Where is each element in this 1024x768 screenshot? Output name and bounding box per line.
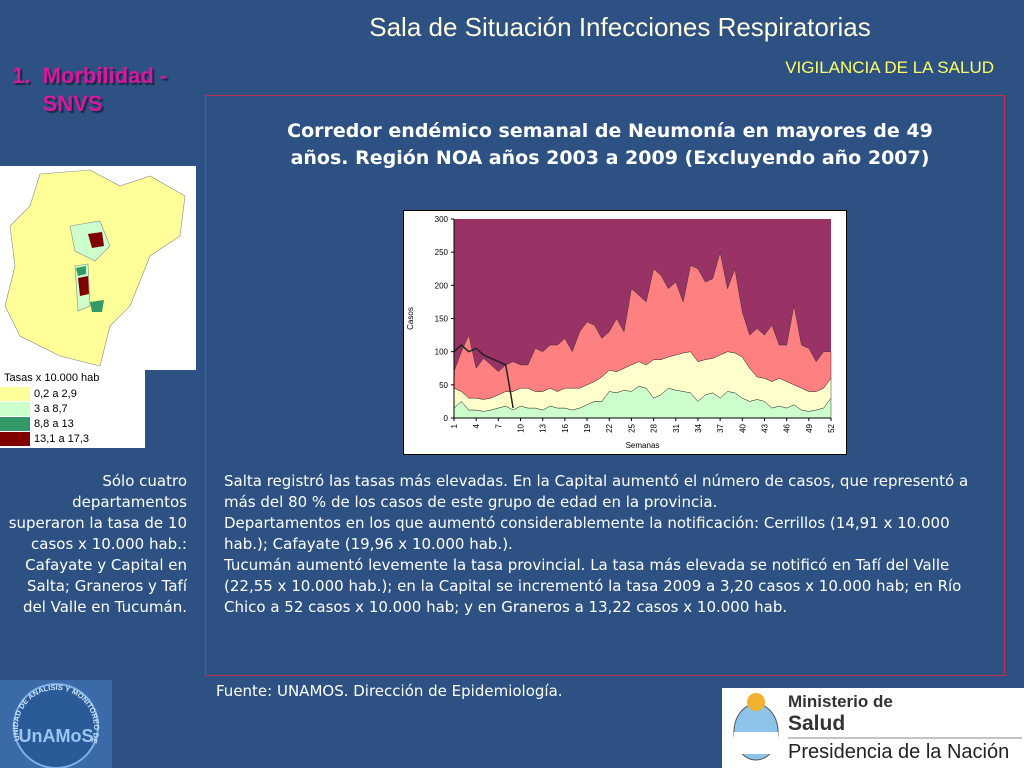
map-region [4, 169, 186, 367]
y-tick-label: 250 [435, 248, 449, 257]
section-number: 1. [12, 63, 31, 88]
y-tick-label: 150 [435, 315, 449, 324]
slide-title: Sala de Situación Infecciones Respirator… [369, 12, 871, 42]
x-tick-label: 43 [760, 423, 769, 432]
map-region [90, 300, 104, 312]
source: Fuente: UNAMOS. Dirección de Epidemiolog… [216, 682, 563, 700]
map-legend: Tasas x 10.000 hab 0,2 a 2,9 3 a 8,7 8,8 a… [0, 370, 145, 448]
area-band [453, 252, 832, 400]
x-tick-label: 10 [517, 423, 526, 432]
left-note: Sólo cuatro departamentos superaron la t… [8, 472, 187, 616]
map-region [78, 276, 89, 296]
logo-line3: Presidencia de la Nación [788, 741, 1009, 763]
legend-swatch [0, 431, 30, 446]
legend-label: 13,1 a 17,3 [34, 432, 90, 445]
x-tick-label: 25 [627, 423, 636, 432]
x-tick-label: 4 [472, 423, 481, 428]
legend-swatch [0, 416, 30, 431]
legend-item: 0,2 a 2,9 [0, 386, 145, 401]
y-tick-label: 300 [435, 215, 449, 224]
x-tick-label: 46 [783, 423, 792, 432]
legend-label: 8,8 a 13 [34, 417, 74, 430]
x-tick-label: 31 [672, 423, 681, 432]
logo-name: UnAMoS [19, 726, 94, 746]
paragraph: Departamentos en los que aumentó conside… [224, 514, 950, 553]
legend-title: Tasas x 10.000 hab [4, 372, 100, 384]
paragraph: Salta registró las tasas más elevadas. E… [224, 472, 969, 511]
subtitle: VIGILANCIA DE LA SALUD [785, 58, 994, 77]
legend-label: 0,2 a 2,9 [34, 387, 77, 400]
logo-ring [13, 683, 99, 768]
legend-swatch [0, 386, 30, 401]
x-tick-label: 52 [827, 423, 836, 432]
x-tick-label: 34 [694, 423, 703, 432]
y-tick-label: 200 [435, 281, 449, 290]
y-tick-label: 0 [444, 414, 449, 423]
logo-line1: Ministerio de [788, 692, 893, 711]
logo-line2: Salud [788, 712, 845, 735]
legend-items: 0,2 a 2,9 3 a 8,7 8,8 a 13 13,1 a 17,3 [0, 386, 145, 446]
x-tick-label: 13 [539, 423, 548, 432]
y-tick-label: 100 [435, 348, 449, 357]
section-text: Morbilidad - SNVS [42, 63, 168, 116]
x-tick-label: 28 [650, 423, 659, 432]
line [453, 344, 514, 409]
legend-swatch [0, 401, 30, 416]
map [0, 166, 196, 370]
legend-item: 8,8 a 13 [0, 416, 145, 431]
x-tick-label: 19 [583, 423, 592, 432]
chart-title: Corredor endémico semanal de Neumonía en… [287, 120, 933, 169]
x-tick-label: 22 [605, 423, 614, 432]
x-tick-label: 40 [738, 423, 747, 432]
y-axis-label: Casos [406, 307, 415, 330]
legend-item: 3 a 8,7 [0, 401, 145, 416]
escudo-sun [747, 693, 765, 711]
map-region [88, 232, 104, 248]
x-tick-label: 49 [805, 423, 814, 432]
legend-label: 3 a 8,7 [34, 402, 68, 415]
y-tick-label: 50 [439, 381, 448, 390]
logo-right: Ministerio de Salud Presidencia de la Na… [722, 688, 1024, 768]
x-tick-label: 7 [494, 423, 503, 428]
escudo-band [734, 732, 778, 754]
x-axis-label: Semanas [626, 441, 660, 450]
section-heading: 1. Morbilidad - SNVS [12, 62, 223, 118]
x-tick-label: 1 [450, 423, 459, 428]
body-text: Salta registró las tasas más elevadas. E… [224, 471, 984, 618]
x-tick-label: 37 [716, 423, 725, 432]
x-tick-label: 16 [561, 423, 570, 432]
content-frame [205, 95, 1005, 676]
paragraph: Tucumán aumentó levemente la tasa provin… [224, 556, 962, 616]
legend-item: 13,1 a 17,3 [0, 431, 145, 446]
map-region [76, 266, 86, 276]
chart: 0 50 100 150 200 250 300 1 4 7 10 13 16 19 22 25 28 31 34 3… [403, 210, 847, 455]
logo-left: UNIDAD DE ANALISIS Y MONITOREO DE LA SAL… [0, 680, 112, 768]
